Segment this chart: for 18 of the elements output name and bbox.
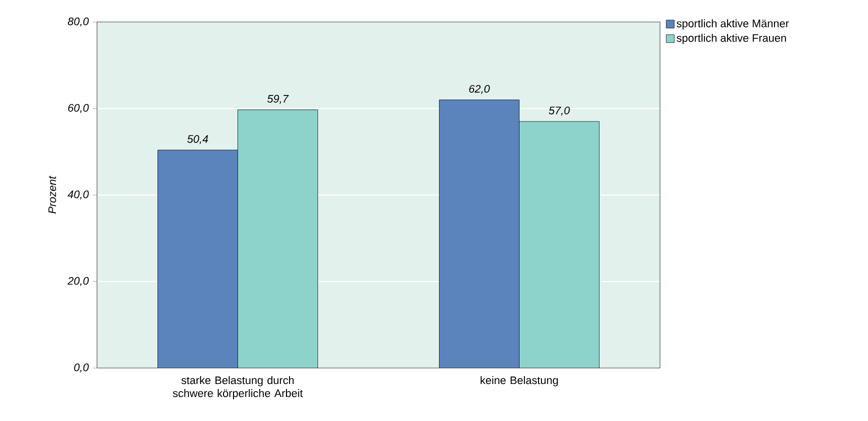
x-tick-label: keine Belastung xyxy=(480,376,558,386)
data-label: 59,7 xyxy=(267,94,289,104)
y-axis-title: Prozent xyxy=(48,176,56,214)
bar xyxy=(238,110,318,368)
data-label: 62,0 xyxy=(469,84,490,94)
bar xyxy=(439,100,520,368)
x-tick-label: starke Belastung durch schwere körperliche Arbeit xyxy=(172,376,303,400)
y-tick-label: 20,0 xyxy=(68,276,89,286)
y-tick-label: 60,0 xyxy=(68,104,89,114)
y-tick-label: 80,0 xyxy=(68,17,89,27)
y-tick-label: 40,0 xyxy=(68,190,89,200)
bar xyxy=(158,150,238,368)
legend-label: sportlich aktive Frauen xyxy=(676,34,786,44)
bar xyxy=(519,121,600,368)
y-tick-label: 0,0 xyxy=(74,363,89,373)
data-label: 57,0 xyxy=(548,106,570,116)
data-label: 50,4 xyxy=(187,135,208,144)
legend-label: sportlich aktive Männer xyxy=(676,19,789,30)
